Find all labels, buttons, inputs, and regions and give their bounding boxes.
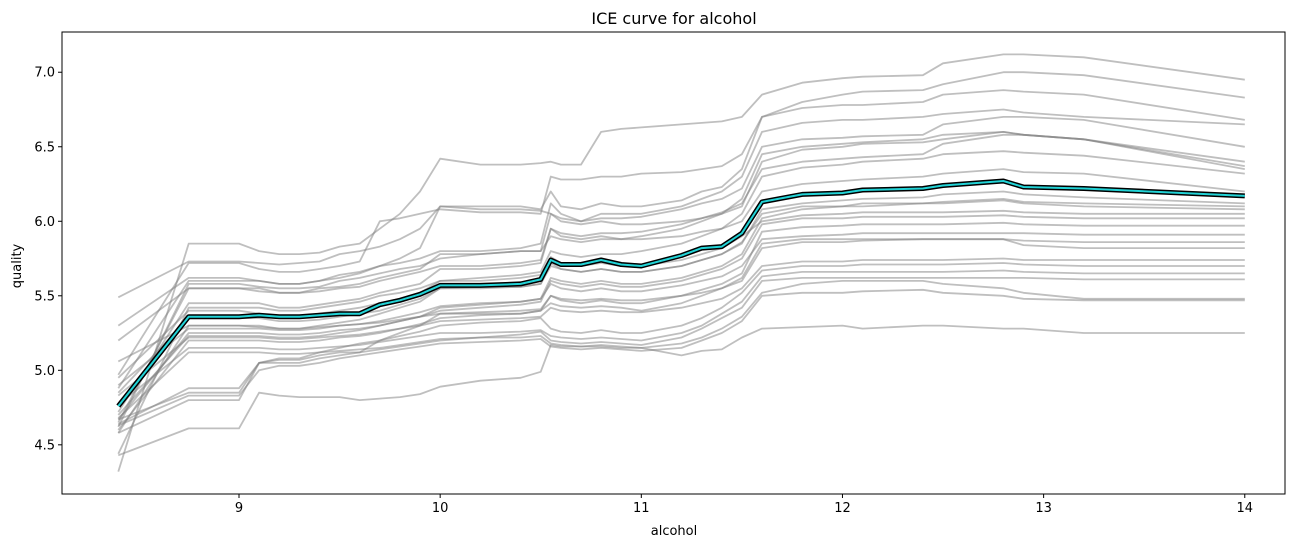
y-tick-label: 6.5 <box>34 140 55 155</box>
ice-curve-1 <box>117 71 1245 299</box>
ice-curve-26 <box>117 324 1245 457</box>
x-tick-label: 14 <box>1236 501 1253 516</box>
y-tick-label: 7.0 <box>34 66 55 81</box>
ice-curve-25 <box>117 288 1245 427</box>
y-tick-label: 5.5 <box>34 289 55 304</box>
mean-curve <box>116 178 1245 408</box>
ice-curve-15 <box>117 214 1245 421</box>
ice-curve-23 <box>117 277 1245 434</box>
ice-curve-12 <box>117 198 1245 416</box>
y-tick-label: 5.0 <box>34 364 55 379</box>
ice-curve-3 <box>117 89 1245 376</box>
mean-curve-line <box>117 180 1245 407</box>
x-tick-label: 13 <box>1035 501 1052 516</box>
y-axis-title: quality <box>10 243 25 288</box>
x-tick-label: 11 <box>633 501 650 516</box>
y-tick-label: 4.5 <box>34 438 55 453</box>
x-tick-label: 10 <box>432 501 449 516</box>
ice-curve-8 <box>117 131 1245 428</box>
x-axis: 9 10 11 12 13 14 <box>235 494 1253 516</box>
ice-curve-17 <box>117 232 1245 386</box>
ice-curve-19 <box>117 238 1245 425</box>
ice-curve-22 <box>117 269 1245 406</box>
x-tick-label: 9 <box>235 501 243 516</box>
x-tick-label: 12 <box>834 501 851 516</box>
y-tick-label: 6.0 <box>34 215 55 230</box>
ice-curve-4 <box>117 108 1245 389</box>
ice-curve-2 <box>117 53 1245 472</box>
y-axis: 4.5 5.0 5.5 6.0 6.5 7.0 <box>34 66 62 453</box>
x-axis-title: alcohol <box>651 524 697 539</box>
ice-curve-20 <box>117 257 1245 397</box>
ice-curve-18 <box>117 238 1245 363</box>
chart-title: ICE curve for alcohol <box>591 9 756 28</box>
ice-curve-10 <box>117 168 1245 342</box>
ice-curve-6 <box>117 133 1245 413</box>
ice-curves <box>117 53 1245 472</box>
plot-frame <box>61 31 1286 495</box>
ice-curve-13 <box>117 199 1245 394</box>
ice-curve-7 <box>117 131 1245 327</box>
ice-curve-5 <box>117 116 1245 423</box>
ice-curve-9 <box>117 150 1245 455</box>
ice-curve-16 <box>117 221 1245 431</box>
